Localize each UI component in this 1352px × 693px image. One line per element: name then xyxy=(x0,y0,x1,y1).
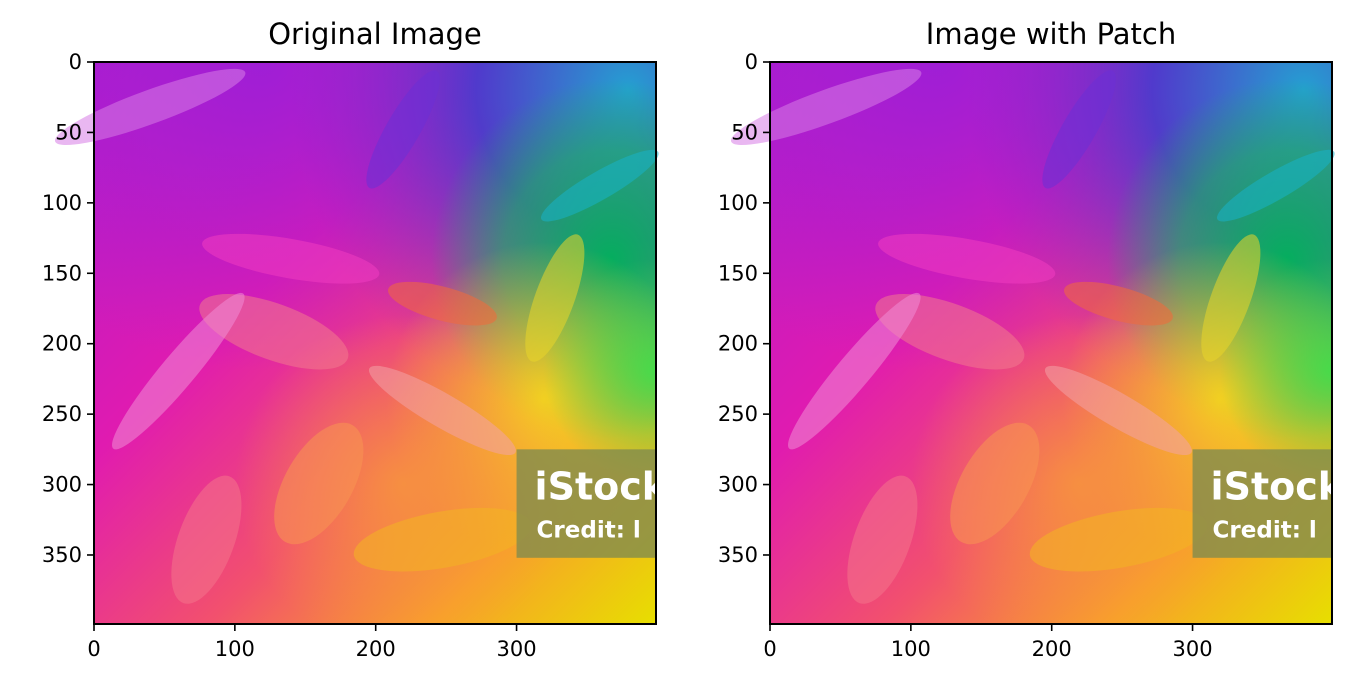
image-area xyxy=(54,62,659,624)
y-tick-label: 0 xyxy=(745,50,758,74)
panel-title: Image with Patch xyxy=(926,17,1176,51)
watermark-credit: Credit: l xyxy=(537,517,641,543)
x-tick-label: 300 xyxy=(497,637,537,661)
watermark-brand: iStock xyxy=(1211,464,1344,508)
panel-2: iStock Credit: l Image with Patch 0 50 100 150… xyxy=(718,17,1344,661)
x-tick-label: 0 xyxy=(87,637,100,661)
x-tick-label: 300 xyxy=(1173,637,1213,661)
y-tick-label: 350 xyxy=(42,543,82,567)
y-tick-label: 200 xyxy=(718,332,758,356)
watermark-credit: Credit: l xyxy=(1213,517,1317,543)
y-tick-label: 200 xyxy=(42,332,82,356)
y-tick-label: 100 xyxy=(42,191,82,215)
panel-title: Original Image xyxy=(268,17,482,51)
x-tick-label: 100 xyxy=(215,637,255,661)
petal-texture xyxy=(730,68,1335,604)
y-tick-label: 50 xyxy=(731,120,758,144)
watermark-brand: iStock xyxy=(535,464,668,508)
petal-texture xyxy=(54,68,659,604)
y-tick-label: 150 xyxy=(42,261,82,285)
x-tick-label: 0 xyxy=(763,637,776,661)
x-tick-label: 200 xyxy=(1032,637,1072,661)
x-tick-label: 100 xyxy=(891,637,931,661)
y-tick-label: 250 xyxy=(718,402,758,426)
y-tick-label: 150 xyxy=(718,261,758,285)
y-tick-label: 50 xyxy=(55,120,82,144)
y-tick-label: 300 xyxy=(42,473,82,497)
y-tick-label: 100 xyxy=(718,191,758,215)
x-tick-label: 200 xyxy=(356,637,396,661)
y-tick-label: 250 xyxy=(42,402,82,426)
panel-1: iStock Credit: l Original Image 0 50 100 150 20… xyxy=(42,17,668,661)
watermark: iStock Credit: l xyxy=(516,449,668,558)
y-tick-label: 0 xyxy=(69,50,82,74)
y-tick-label: 350 xyxy=(718,543,758,567)
watermark: iStock Credit: l xyxy=(1192,449,1344,558)
y-tick-label: 300 xyxy=(718,473,758,497)
